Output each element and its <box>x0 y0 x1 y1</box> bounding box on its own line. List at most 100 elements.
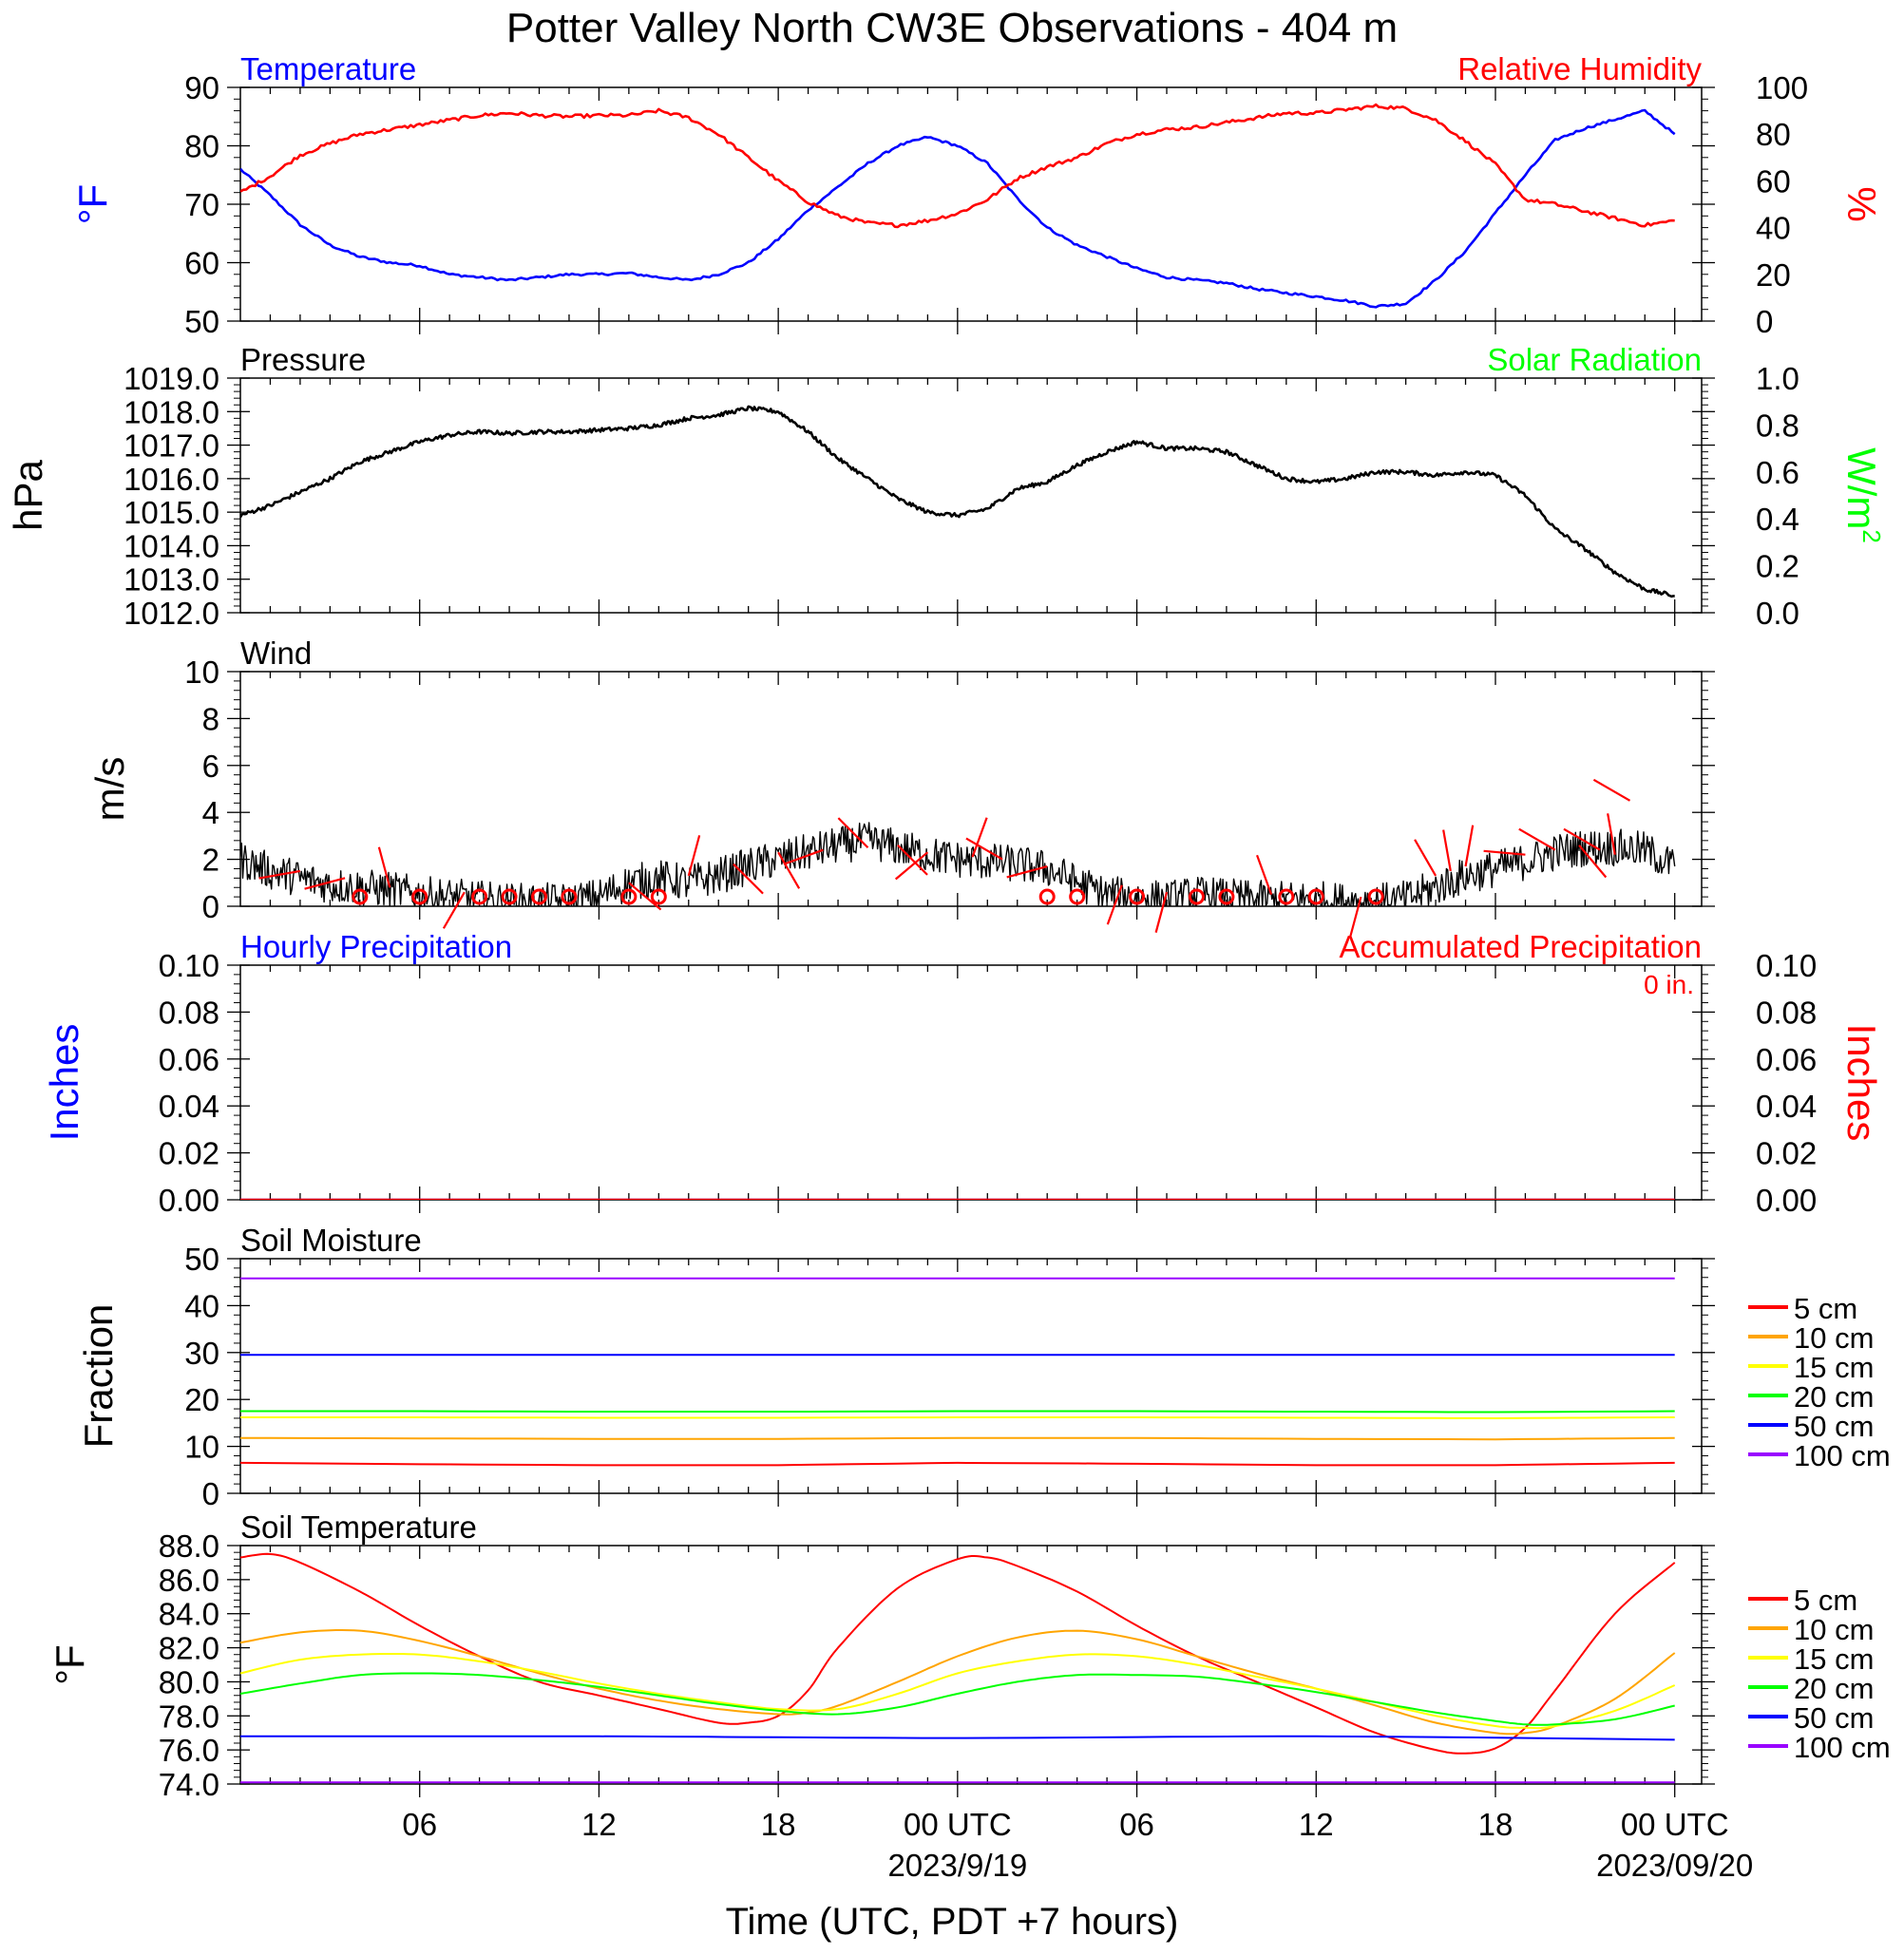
y2-tick-label: 40 <box>1756 211 1791 246</box>
y-tick-label: 0 <box>202 1476 219 1511</box>
wind-barb <box>1607 813 1616 855</box>
calm-wind-circle <box>1069 888 1086 905</box>
legend-label: 100 cm <box>1794 1439 1891 1472</box>
wind-barb <box>965 837 1003 861</box>
y2-tick-label: 60 <box>1756 163 1791 199</box>
y2-tick-label: 0.04 <box>1756 1089 1817 1124</box>
calm-wind-circle <box>501 888 518 905</box>
legend-label: 5 cm <box>1794 1292 1857 1325</box>
y-tick-label: 0.02 <box>159 1136 219 1171</box>
calm-wind-circle <box>1188 888 1205 905</box>
series-line-wind <box>240 822 1676 906</box>
calm-wind-circle <box>1307 888 1324 905</box>
y-tick-label: 1016.0 <box>124 462 219 497</box>
wind-barb <box>1563 827 1601 851</box>
y2-tick-label: 0.0 <box>1756 596 1799 631</box>
y2-tick-label: 0.8 <box>1756 408 1799 443</box>
x-date-label: 2023/9/19 <box>887 1848 1027 1883</box>
series-line-10-cm <box>240 1436 1675 1441</box>
wind-barb <box>1348 896 1362 938</box>
wind-barb <box>1414 839 1438 877</box>
wind-barb <box>1154 891 1169 933</box>
y-tick-label: 1013.0 <box>124 562 219 598</box>
panel-pressure: 1012.01013.01014.01015.01016.01017.01018… <box>6 342 1886 631</box>
y2-tick-label: 0.08 <box>1756 995 1817 1030</box>
panel-soil_temp: 74.076.078.080.082.084.086.088.0 Soil Tem… <box>48 1509 1891 1883</box>
chart-title: Potter Valley North CW3E Observations - … <box>506 5 1398 51</box>
x-date-label: 2023/09/20 <box>1596 1848 1753 1883</box>
y-tick-label: 10 <box>184 1430 219 1465</box>
y-tick-label: 82.0 <box>159 1631 219 1666</box>
y-tick-label: 1017.0 <box>124 428 219 464</box>
panel-wind: 0 2 4 6 8 10 Wind m/s <box>87 636 1715 938</box>
series-line-pressure <box>240 405 1675 598</box>
calm-wind-circle <box>650 888 667 905</box>
y-tick-label: 60 <box>184 246 219 281</box>
y-tick-label: 70 <box>184 187 219 222</box>
legend-label: 20 cm <box>1794 1380 1874 1414</box>
y-axis-unit-right: % <box>1839 186 1884 221</box>
plot-frame <box>239 1545 1703 1785</box>
wind-barb <box>1464 825 1475 867</box>
series-line-20-cm <box>240 1410 1675 1414</box>
y-tick-label: 10 <box>184 655 219 690</box>
series-line-5-cm <box>240 1552 1676 1755</box>
y-tick-label: 1018.0 <box>124 394 219 429</box>
y-tick-label: 0.08 <box>159 995 219 1030</box>
x-axis-label: Time (UTC, PDT +7 hours) <box>726 1901 1179 1943</box>
wind-barb <box>304 877 346 890</box>
wind-barb <box>837 817 869 849</box>
wind-barb <box>1256 854 1273 896</box>
panel-temp_rh: 50 60 70 80 90 0 20 40 60 80 100 Temperature Relativ… <box>70 51 1884 339</box>
series-group <box>240 103 1676 309</box>
x-tick-label: 06 <box>402 1807 437 1842</box>
x-tick-label: 18 <box>761 1807 796 1842</box>
panel-title-left: Wind <box>240 636 312 671</box>
y-tick-label: 0.06 <box>159 1042 219 1077</box>
panel-title-left: Temperature <box>240 51 416 86</box>
y2-tick-label: 0.4 <box>1756 502 1799 537</box>
y2-tick-label: 0.10 <box>1756 948 1817 983</box>
y-tick-label: 76.0 <box>159 1733 219 1768</box>
plot-frame <box>239 1258 1703 1494</box>
series-group <box>240 405 1675 598</box>
y-tick-label: 84.0 <box>159 1597 219 1632</box>
y-tick-label: 0.10 <box>159 948 219 983</box>
legend-label: 10 cm <box>1794 1613 1874 1646</box>
y-tick-label: 30 <box>184 1336 219 1371</box>
wind-barb <box>1592 778 1631 802</box>
panel-title-left: Pressure <box>240 342 366 377</box>
wind-barb <box>894 851 929 881</box>
y-tick-label: 0.00 <box>159 1183 219 1218</box>
y2-tick-label: 1.0 <box>1756 361 1799 396</box>
plot-frame <box>239 377 1703 614</box>
calm-wind-circle <box>561 888 578 905</box>
y2-tick-label: 0.02 <box>1756 1136 1817 1171</box>
legend-label: 50 cm <box>1794 1410 1874 1443</box>
calm-wind-circle <box>411 888 428 905</box>
y-tick-label: 0.04 <box>159 1089 219 1124</box>
y-tick-label: 8 <box>202 701 219 736</box>
y-axis-unit-left: °F <box>70 184 115 224</box>
series-line-10-cm <box>240 1629 1676 1736</box>
unit-superscript: 2 <box>1857 529 1886 542</box>
panel-title-left: Soil Moisture <box>240 1223 422 1258</box>
y2-tick-label: 100 <box>1756 70 1808 105</box>
x-tick-label: 12 <box>581 1807 617 1842</box>
wind-barb <box>377 846 391 888</box>
wind-barb <box>971 817 988 858</box>
x-tick-label: 00 UTC <box>1621 1807 1729 1842</box>
wind-barb <box>897 845 928 876</box>
y-tick-label: 6 <box>202 749 219 784</box>
y-axis-unit-left: m/s <box>87 757 132 822</box>
panel-title-right: Solar Radiation <box>1487 342 1702 377</box>
y2-tick-label: 0.00 <box>1756 1183 1817 1218</box>
y-tick-label: 50 <box>184 304 219 339</box>
y-tick-label: 0 <box>202 889 219 924</box>
series-line-5-cm <box>240 1461 1675 1467</box>
panel-title-right: Accumulated Precipitation <box>1339 929 1702 964</box>
wind-barb <box>628 882 662 911</box>
wind-barb <box>442 891 466 929</box>
legend-label: 15 cm <box>1794 1351 1874 1384</box>
